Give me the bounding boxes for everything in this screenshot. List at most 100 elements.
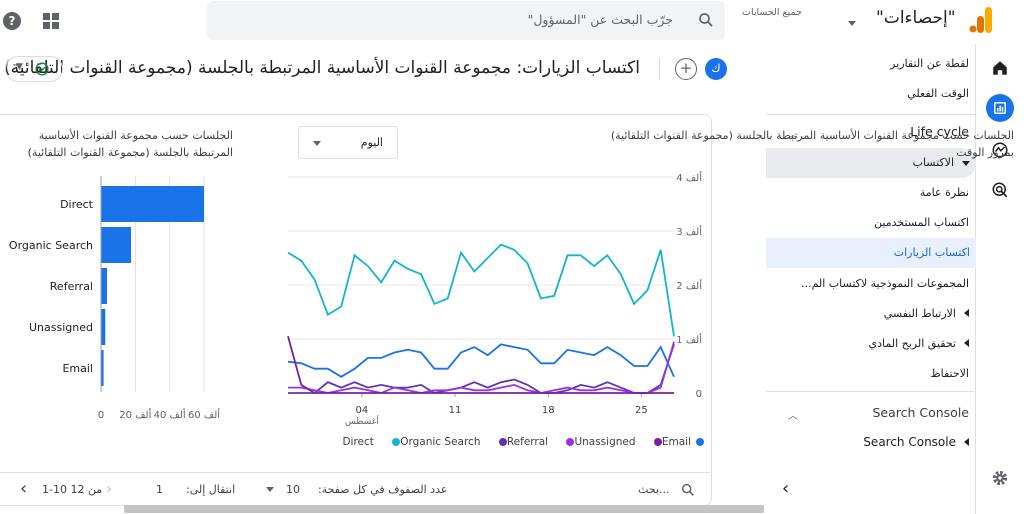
rows-per-page-select[interactable]: 10	[286, 483, 300, 496]
caret-left-icon	[964, 309, 969, 317]
nav-item-acquisition[interactable]: الاكتساب	[766, 148, 976, 178]
legend-dot-icon	[392, 438, 401, 446]
avatar[interactable]: ك	[705, 58, 727, 80]
legend-item-direct[interactable]: Direct	[342, 436, 704, 448]
legend-item-email[interactable]: Email	[649, 436, 691, 448]
line-x-tick-label: 04	[355, 405, 368, 416]
bar-x-tick-label: 40 ألف	[154, 408, 186, 421]
account-selector-label[interactable]: جميع الحسابات	[742, 7, 802, 18]
help-icon[interactable]: ?	[3, 12, 21, 30]
chevron-down-icon[interactable]: ▼	[16, 62, 23, 72]
check-circle-icon	[35, 62, 49, 76]
nav-item-user-acquisition[interactable]: اكتساب المستخدمين	[874, 216, 969, 229]
nav-item-monetization[interactable]: تحقيق الربح المادي	[869, 337, 969, 350]
bar	[101, 268, 108, 304]
legend-dot-icon	[653, 438, 662, 446]
nav-item-reports-snapshot[interactable]: لقطة عن التقارير	[890, 57, 969, 70]
chevron-up-icon[interactable]: ︿	[788, 130, 798, 141]
legend-dot-icon	[498, 438, 507, 446]
settings-gear-icon[interactable]	[986, 464, 1014, 492]
line-y-tick-label: 2 ألف	[676, 279, 702, 292]
bar-category-label: Email	[62, 362, 93, 375]
line-chart: 0 1 ألف 2 ألف 3 ألف 4 ألف 04 11 18 25 أغسطس	[287, 171, 702, 427]
legend-item-referral[interactable]: Referral	[494, 436, 548, 448]
nav-divider	[766, 114, 976, 115]
search-icon[interactable]	[680, 482, 696, 498]
line-series-email	[287, 336, 674, 394]
prev-page-chevron-icon[interactable]: ‹	[20, 478, 28, 499]
table-pager: بحث... عدد الصفوف في كل صفحة: 10 انتقال …	[0, 472, 712, 506]
chevron-down-icon	[313, 141, 321, 146]
home-icon[interactable]	[986, 54, 1014, 82]
nav-item-retention[interactable]: الاحتفاظ	[930, 367, 969, 380]
report-status-dropdown[interactable]	[5, 56, 63, 82]
line-y-tick-label: 4 ألف	[676, 171, 702, 184]
search-bar[interactable]: جرّب البحث عن "المسؤول"	[207, 1, 725, 40]
period-value: اليوم	[360, 136, 383, 149]
horizontal-scrollbar[interactable]	[124, 505, 764, 513]
property-name[interactable]: "إحصاءات"	[876, 8, 956, 28]
line-y-tick-label: 3 ألف	[676, 225, 702, 238]
period-dropdown[interactable]: اليوم	[298, 126, 398, 159]
rows-per-page-label: عدد الصفوف في كل صفحة:	[318, 483, 448, 496]
chevron-down-icon[interactable]	[266, 487, 274, 492]
nav-divider	[766, 391, 976, 392]
bar-x-tick-label: 20 ألف	[119, 408, 151, 421]
collapse-nav-chevron-icon[interactable]: ‹	[782, 478, 790, 499]
bar	[101, 227, 132, 263]
bar-chart-title: الجلسات حسب مجموعة القنوات الأساسية المر…	[27, 129, 233, 159]
reports-icon[interactable]	[986, 94, 1014, 122]
explore-icon[interactable]	[986, 136, 1014, 164]
chart-legend: Direct Organic Search Referral Unassigne…	[342, 436, 704, 450]
bar-category-label: Direct	[60, 198, 94, 211]
line-series-organic-search	[287, 343, 675, 378]
advertising-icon[interactable]	[986, 176, 1014, 204]
nav-item-search-console[interactable]: Search Console	[863, 435, 969, 449]
line-x-tick-label: 11	[449, 405, 462, 416]
add-comparison-button[interactable]: +	[675, 58, 697, 80]
bar-category-label: Organic Search	[9, 239, 93, 252]
title-divider	[659, 58, 660, 80]
page-title: اكتساب الزيارات: مجموعة القنوات الأساسية…	[4, 58, 640, 78]
next-page-chevron-icon[interactable]: ›	[106, 479, 113, 498]
line-series-referral	[288, 344, 675, 394]
bar	[101, 309, 106, 345]
legend-item-unassigned[interactable]: Unassigned	[561, 436, 636, 448]
nav-section-lifecycle[interactable]: Life cycle	[910, 124, 969, 139]
chevron-down-icon[interactable]	[848, 21, 856, 26]
side-nav: لقطة عن التقارير الوقت الفعلي Life cycle…	[766, 44, 976, 514]
line-x-sublabel: أغسطس	[345, 415, 379, 427]
bar-x-tick-label: 60 ألف	[188, 408, 220, 421]
line-series-direct	[287, 243, 675, 337]
line-y-tick-label: 0	[696, 389, 702, 400]
goto-page-input[interactable]: 1	[156, 483, 163, 496]
bar-x-tick-label: 0	[98, 410, 104, 421]
table-search-input[interactable]: بحث...	[638, 483, 670, 496]
top-bar: ? جرّب البحث عن "المسؤول" جميع الحسابات …	[0, 0, 1024, 44]
search-icon	[699, 13, 713, 27]
chevron-up-icon[interactable]: ︿	[788, 411, 798, 422]
legend-dot-icon	[566, 438, 575, 446]
page-range: 1-10 من 12	[42, 483, 103, 496]
title-bar: اكتساب الزيارات: مجموعة القنوات الأساسية…	[0, 47, 766, 95]
line-x-tick-label: 18	[542, 405, 555, 416]
legend-item-organic-search[interactable]: Organic Search	[387, 436, 481, 448]
nav-item-engagement[interactable]: الارتباط النفسي	[884, 307, 969, 320]
line-y-tick-label: 1 ألف	[676, 333, 702, 346]
nav-section-search-console[interactable]: Search Console	[872, 405, 969, 420]
search-input[interactable]: جرّب البحث عن "المسؤول"	[527, 12, 673, 27]
line-series-unassigned	[288, 341, 675, 394]
bar-chart: 0 20 ألف 40 ألف 60 ألف Direct Organic Search R…	[9, 176, 220, 421]
bar-category-label: Referral	[50, 280, 93, 293]
legend-dot-icon	[696, 438, 704, 446]
apps-grid-icon[interactable]	[43, 13, 59, 29]
nav-item-cohorts[interactable]: المجموعات النموذجية لاكتساب الم...	[801, 277, 969, 290]
caret-left-icon	[964, 438, 969, 446]
bar	[101, 186, 204, 222]
line-chart-title: الجلسات حسب مجموعة القنوات الأساسية المر…	[610, 129, 1014, 159]
nav-item-overview[interactable]: نظرة عامة	[919, 186, 969, 199]
nav-rail	[976, 44, 1024, 514]
nav-item-realtime[interactable]: الوقت الفعلي	[907, 87, 969, 100]
nav-item-traffic-acquisition[interactable]: اكتساب الزيارات	[766, 238, 976, 268]
caret-left-icon	[964, 339, 969, 347]
